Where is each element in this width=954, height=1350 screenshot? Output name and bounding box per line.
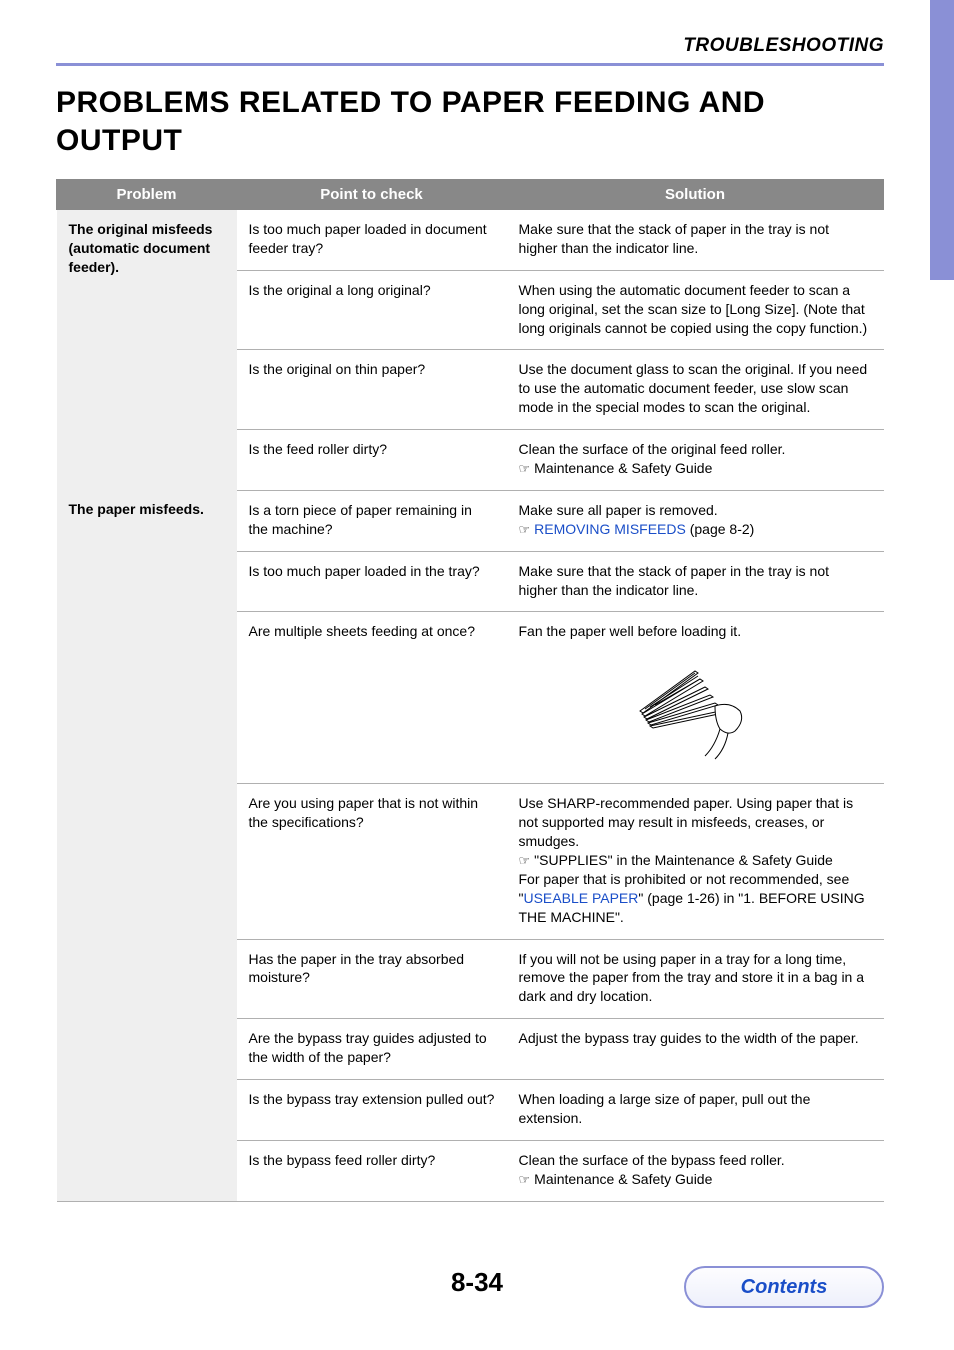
check-cell: Are multiple sheets feeding at once? [237,612,507,784]
solution-cell: Fan the paper well before loading it. [507,612,884,784]
check-cell: Is too much paper loaded in document fee… [237,210,507,271]
solution-text: Clean the surface of the original feed r… [519,441,786,457]
troubleshoot-table: Problem Point to check Solution The orig… [56,179,884,1202]
solution-text: Clean the surface of the bypass feed rol… [519,1152,785,1168]
solution-text: Fan the paper well before loading it. [519,623,742,639]
problem-cell: The original misfeeds (automatic documen… [57,210,237,491]
solution-text: Make sure all paper is removed. [519,502,718,518]
check-cell: Is a torn piece of paper remaining in th… [237,490,507,551]
solution-text: Use SHARP-recommended paper. Using paper… [519,795,854,849]
table-row: The original misfeeds (automatic documen… [57,210,884,271]
reference-icon: ☞ [519,1172,531,1187]
reference-icon: ☞ [519,461,531,476]
solution-cell: When loading a large size of paper, pull… [507,1080,884,1141]
fan-paper-illustration [620,651,770,771]
contents-label: Contents [741,1276,828,1299]
check-cell: Is the original on thin paper? [237,350,507,430]
solution-cell: Use SHARP-recommended paper. Using paper… [507,784,884,939]
check-cell: Is the bypass tray extension pulled out? [237,1080,507,1141]
solution-link[interactable]: REMOVING MISFEEDS [534,521,686,537]
header-section: TROUBLESHOOTING [683,35,884,56]
solution-ref: Maintenance & Safety Guide [534,1171,712,1187]
solution-cell: Adjust the bypass tray guides to the wid… [507,1019,884,1080]
col-check: Point to check [237,180,507,210]
reference-icon: ☞ [519,853,531,868]
solution-ref: "SUPPLIES" in the Maintenance & Safety G… [534,852,833,868]
solution-ref: Maintenance & Safety Guide [534,460,712,476]
check-cell: Is the bypass feed roller dirty? [237,1140,507,1201]
reference-icon: ☞ [519,522,531,537]
check-cell: Is the original a long original? [237,270,507,350]
check-cell: Has the paper in the tray absorbed moist… [237,939,507,1019]
check-cell: Is too much paper loaded in the tray? [237,551,507,612]
table-row: The paper misfeeds. Is a torn piece of p… [57,490,884,551]
solution-cell: Clean the surface of the bypass feed rol… [507,1140,884,1201]
main-content: PROBLEMS RELATED TO PAPER FEEDING AND OU… [56,84,884,1202]
contents-button[interactable]: Contents [684,1266,884,1308]
solution-cell: Make sure all paper is removed. ☞REMOVIN… [507,490,884,551]
check-cell: Is the feed roller dirty? [237,430,507,491]
solution-cell: When using the automatic document feeder… [507,270,884,350]
solution-link[interactable]: USEABLE PAPER [523,890,638,906]
side-tab [930,0,954,280]
table-header-row: Problem Point to check Solution [57,180,884,210]
col-problem: Problem [57,180,237,210]
check-cell: Are you using paper that is not within t… [237,784,507,939]
header-bar: TROUBLESHOOTING [56,35,884,66]
problem-cell: The paper misfeeds. [57,490,237,1201]
solution-ref: (page 8-2) [686,521,754,537]
solution-cell: Make sure that the stack of paper in the… [507,551,884,612]
solution-cell: If you will not be using paper in a tray… [507,939,884,1019]
solution-cell: Make sure that the stack of paper in the… [507,210,884,271]
solution-cell: Use the document glass to scan the origi… [507,350,884,430]
col-solution: Solution [507,180,884,210]
page-title: PROBLEMS RELATED TO PAPER FEEDING AND OU… [56,84,884,159]
solution-cell: Clean the surface of the original feed r… [507,430,884,491]
check-cell: Are the bypass tray guides adjusted to t… [237,1019,507,1080]
